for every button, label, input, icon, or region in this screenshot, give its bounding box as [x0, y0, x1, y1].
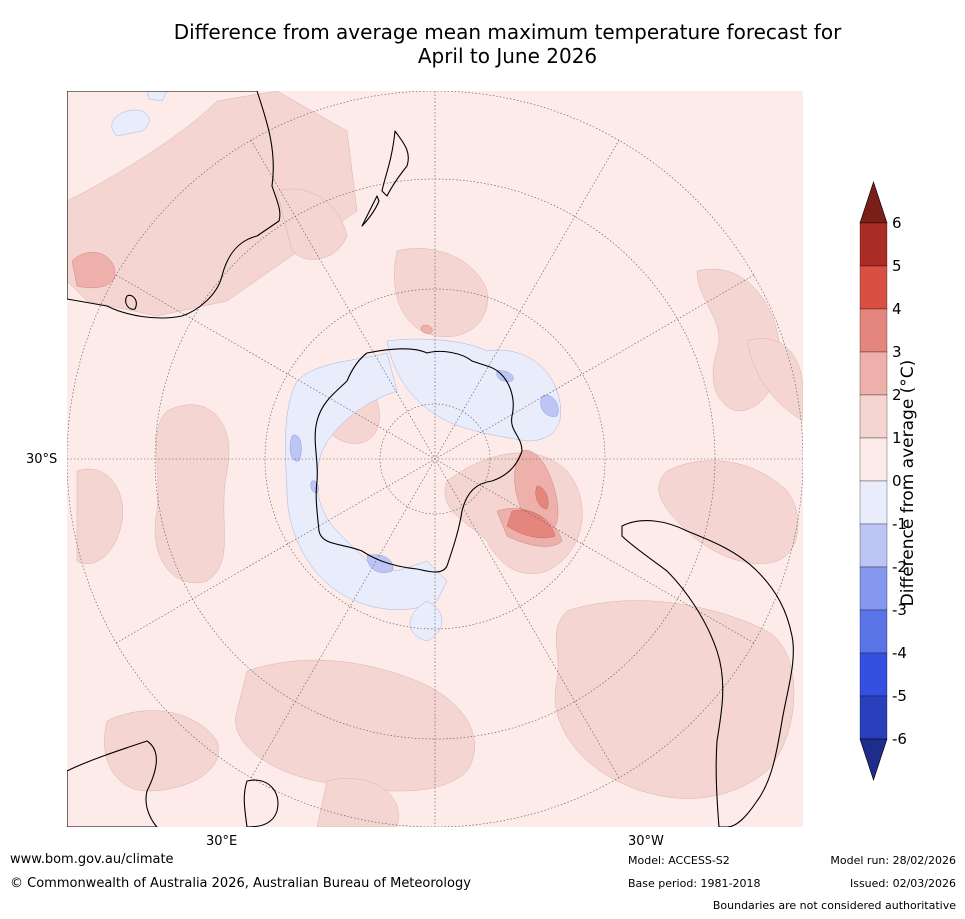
footer-issued: Issued: 02/03/2026: [849, 877, 956, 890]
colorbar-svg: 6 5 4 3 2 1 0 -1 -2 -3 -4 -5 -6: [859, 181, 907, 781]
colorbar-bin: [859, 222, 888, 267]
new-zealand-south: [361, 195, 380, 227]
colorbar-tick-label: -2: [892, 558, 907, 576]
colorbar-bin: [859, 652, 888, 697]
title-line-1: Difference from average mean maximum tem…: [173, 20, 842, 44]
colorbar-tick-label: -3: [892, 601, 907, 619]
new-zealand-north: [381, 130, 409, 197]
lon-label-30w: 30°W: [628, 834, 664, 849]
lon-label-30e: 30°E: [206, 834, 238, 849]
south-america-coast: [621, 520, 794, 827]
colorbar-bin: [859, 394, 888, 439]
colorbar-title-text: Difference from average (°C): [898, 359, 918, 607]
footer-disclaimer: Boundaries are not considered authoritat…: [712, 899, 956, 912]
graticule: [67, 91, 803, 827]
footer-model-run: Model run: 28/02/2026: [830, 854, 956, 867]
anomaly-neg-1-to-0-regions: [111, 91, 561, 642]
anomaly-neg-2-to-neg-1-regions: [289, 370, 559, 573]
australia-coast: [67, 91, 281, 319]
colorbar-extend-low: [859, 738, 888, 781]
footer-copyright: © Commonwealth of Australia 2026, Austra…: [10, 876, 471, 891]
antarctica-coast: [314, 348, 523, 573]
footer-base-period: Base period: 1981-2018: [628, 877, 761, 890]
colorbar-tick-label: 6: [892, 214, 902, 232]
colorbar-extend-high: [859, 181, 888, 224]
colorbar-tick-label: 0: [892, 472, 902, 490]
coastlines: [67, 91, 794, 827]
title-line-2: April to June 2026: [417, 44, 598, 68]
map-svg: [67, 91, 803, 827]
colorbar: 6 5 4 3 2 1 0 -1 -2 -3 -4 -5 -6: [855, 180, 965, 785]
colorbar-bin: [859, 609, 888, 654]
anomaly-3-to-4-regions: [506, 485, 556, 539]
tasmania-coast: [125, 294, 137, 310]
map-title: Difference from average mean maximum tem…: [60, 20, 955, 68]
footer-model: Model: ACCESS-S2: [628, 854, 730, 867]
colorbar-bin: [859, 437, 888, 482]
colorbar-bin: [859, 265, 888, 310]
colorbar-bin: [859, 566, 888, 611]
colorbar-tick-label: 5: [892, 257, 902, 275]
colorbar-tick-label: 2: [892, 386, 902, 404]
colorbar-tick-label: -5: [892, 687, 907, 705]
colorbar-bin: [859, 308, 888, 353]
colorbar-tick-label: 4: [892, 300, 902, 318]
africa-coast: [67, 740, 158, 827]
colorbar-bin: [859, 351, 888, 396]
colorbar-tick-label: 3: [892, 343, 902, 361]
colorbar-bin: [859, 695, 888, 740]
madagascar-coast: [243, 779, 279, 827]
forecast-map: [67, 91, 803, 827]
colorbar-bin: [859, 480, 888, 525]
lat-label-30s: 30°S: [26, 452, 58, 467]
colorbar-tick-label: -1: [892, 515, 907, 533]
colorbar-bin: [859, 523, 888, 568]
colorbar-tick-label: -4: [892, 644, 907, 662]
colorbar-tick-label: 1: [892, 429, 902, 447]
footer-url: www.bom.gov.au/climate: [10, 852, 174, 867]
colorbar-tick-label: -6: [892, 730, 907, 748]
